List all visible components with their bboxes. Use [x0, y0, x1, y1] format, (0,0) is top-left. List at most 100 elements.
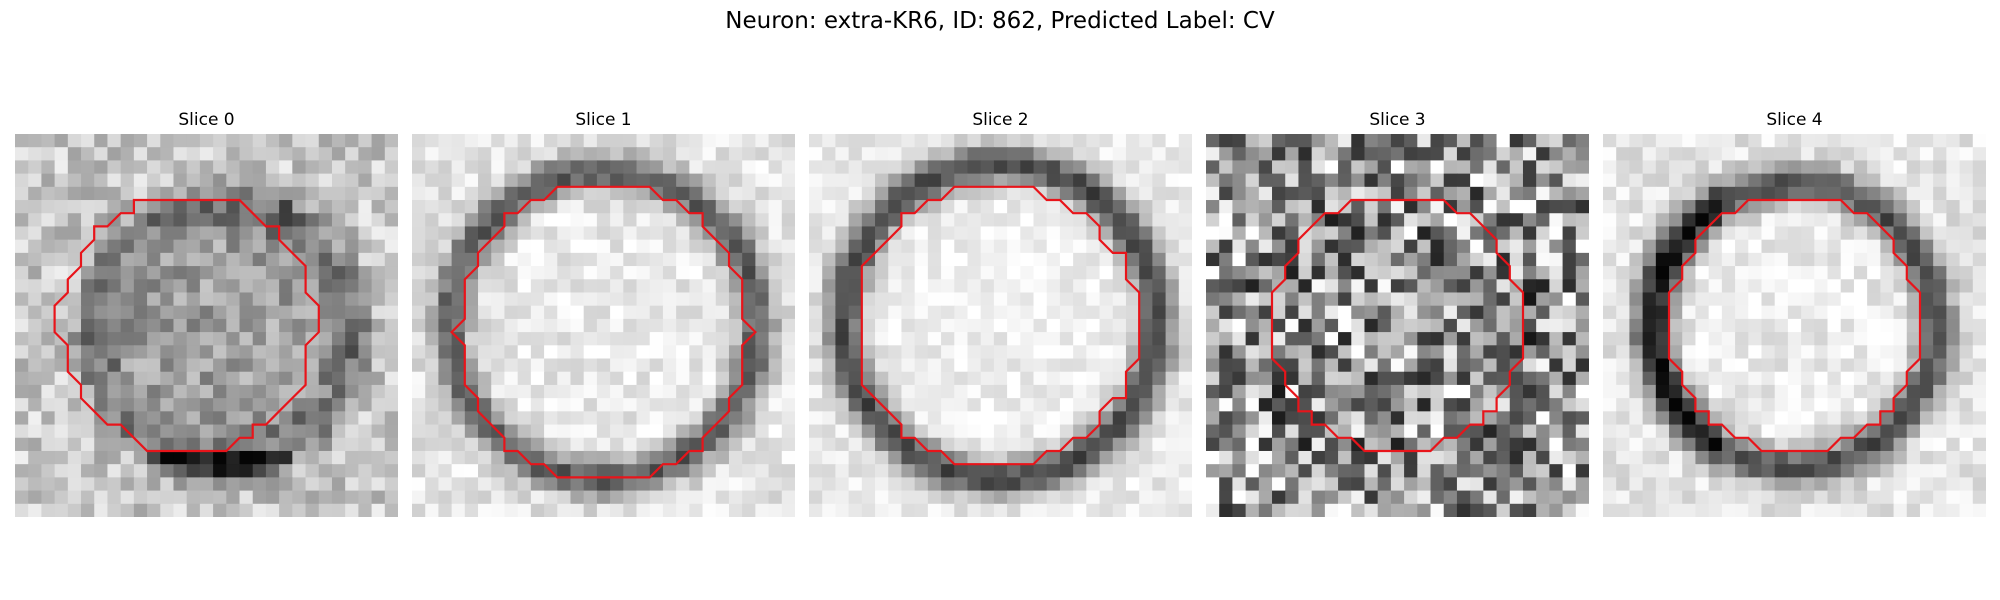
pixel [1430, 305, 1445, 320]
pixel [1919, 266, 1934, 280]
pixel [1125, 411, 1140, 426]
pixel [94, 358, 109, 373]
pixel [1787, 226, 1802, 241]
pixel [1443, 450, 1458, 465]
pixel [530, 503, 545, 517]
pixel [1880, 464, 1895, 478]
pixel [557, 477, 572, 492]
pixel [649, 318, 664, 333]
pixel [888, 424, 903, 439]
pixel [1456, 239, 1471, 254]
pixel [980, 226, 995, 241]
pixel [331, 503, 346, 517]
pixel [252, 226, 267, 241]
pixel [504, 424, 519, 439]
pixel [160, 213, 175, 228]
pixel [1073, 358, 1087, 373]
pixel [689, 239, 704, 254]
pixel [1774, 173, 1789, 188]
pixel [954, 213, 969, 228]
pixel [848, 345, 863, 360]
pixel [292, 450, 307, 465]
pixel [1404, 490, 1418, 505]
pixel [1152, 332, 1167, 346]
pixel [914, 464, 929, 478]
pixel [1906, 239, 1921, 254]
pixel [927, 239, 942, 254]
pixel [1774, 398, 1789, 412]
pixel [570, 318, 585, 333]
pixel [1801, 134, 1815, 148]
pixel [1417, 147, 1432, 162]
pixel [438, 345, 453, 360]
pixel [1417, 332, 1432, 346]
pixel [861, 424, 876, 439]
pixel [1165, 252, 1180, 267]
pixel [1338, 226, 1352, 241]
pixel [1456, 134, 1471, 148]
pixel [147, 252, 161, 267]
pixel [1509, 147, 1524, 162]
pixel [1232, 398, 1247, 412]
pixel [1867, 239, 1881, 254]
pixel [279, 437, 293, 452]
pixel [742, 279, 756, 294]
pixel [1575, 490, 1589, 505]
pixel [1562, 490, 1577, 505]
pixel [1695, 200, 1710, 214]
pixel [1178, 490, 1192, 505]
pixel [1919, 186, 1934, 201]
pixel [1853, 411, 1868, 426]
pixel [1285, 318, 1300, 333]
pixel [1483, 279, 1498, 294]
pixel [676, 371, 690, 386]
pixel [1682, 186, 1697, 201]
pixel [1509, 332, 1524, 346]
pixel [768, 345, 783, 360]
pixel [980, 464, 995, 478]
pixel [451, 358, 466, 373]
pixel [1774, 213, 1789, 228]
pixel [1456, 186, 1471, 201]
pixel [1669, 464, 1683, 478]
pixel [1682, 411, 1697, 426]
pixel [213, 437, 227, 452]
pixel [41, 134, 56, 148]
pixel [583, 134, 598, 148]
pixel [742, 450, 756, 465]
pixel [1893, 305, 1908, 320]
pixel [133, 384, 148, 399]
pixel [1919, 134, 1934, 148]
pixel [1549, 332, 1564, 346]
pixel [1165, 186, 1180, 201]
slice-panel-4: Slice 4 [1603, 108, 1986, 517]
pixel [1178, 384, 1192, 399]
pixel [1298, 252, 1313, 267]
pixel [81, 147, 95, 162]
pixel [213, 450, 227, 465]
pixel [662, 292, 677, 307]
pixel [1298, 292, 1313, 307]
pixel [1761, 384, 1776, 399]
pixel [993, 318, 1008, 333]
pixel [835, 490, 850, 505]
pixel [279, 226, 293, 241]
pixel [305, 490, 320, 505]
pixel [1099, 371, 1114, 386]
pixel [715, 332, 730, 346]
pixel [1549, 450, 1564, 465]
pixel [1761, 490, 1776, 505]
pixel [1086, 305, 1101, 320]
pixel [28, 398, 43, 412]
pixel [530, 160, 545, 175]
pixel [1456, 477, 1471, 492]
pixel [822, 213, 837, 228]
pixel [1377, 411, 1392, 426]
pixel [676, 186, 690, 201]
pixel [1880, 345, 1895, 360]
pixel [901, 371, 916, 386]
pixel [1258, 450, 1273, 465]
pixel [1748, 358, 1763, 373]
pixel [1430, 134, 1445, 148]
pixel [199, 266, 214, 280]
